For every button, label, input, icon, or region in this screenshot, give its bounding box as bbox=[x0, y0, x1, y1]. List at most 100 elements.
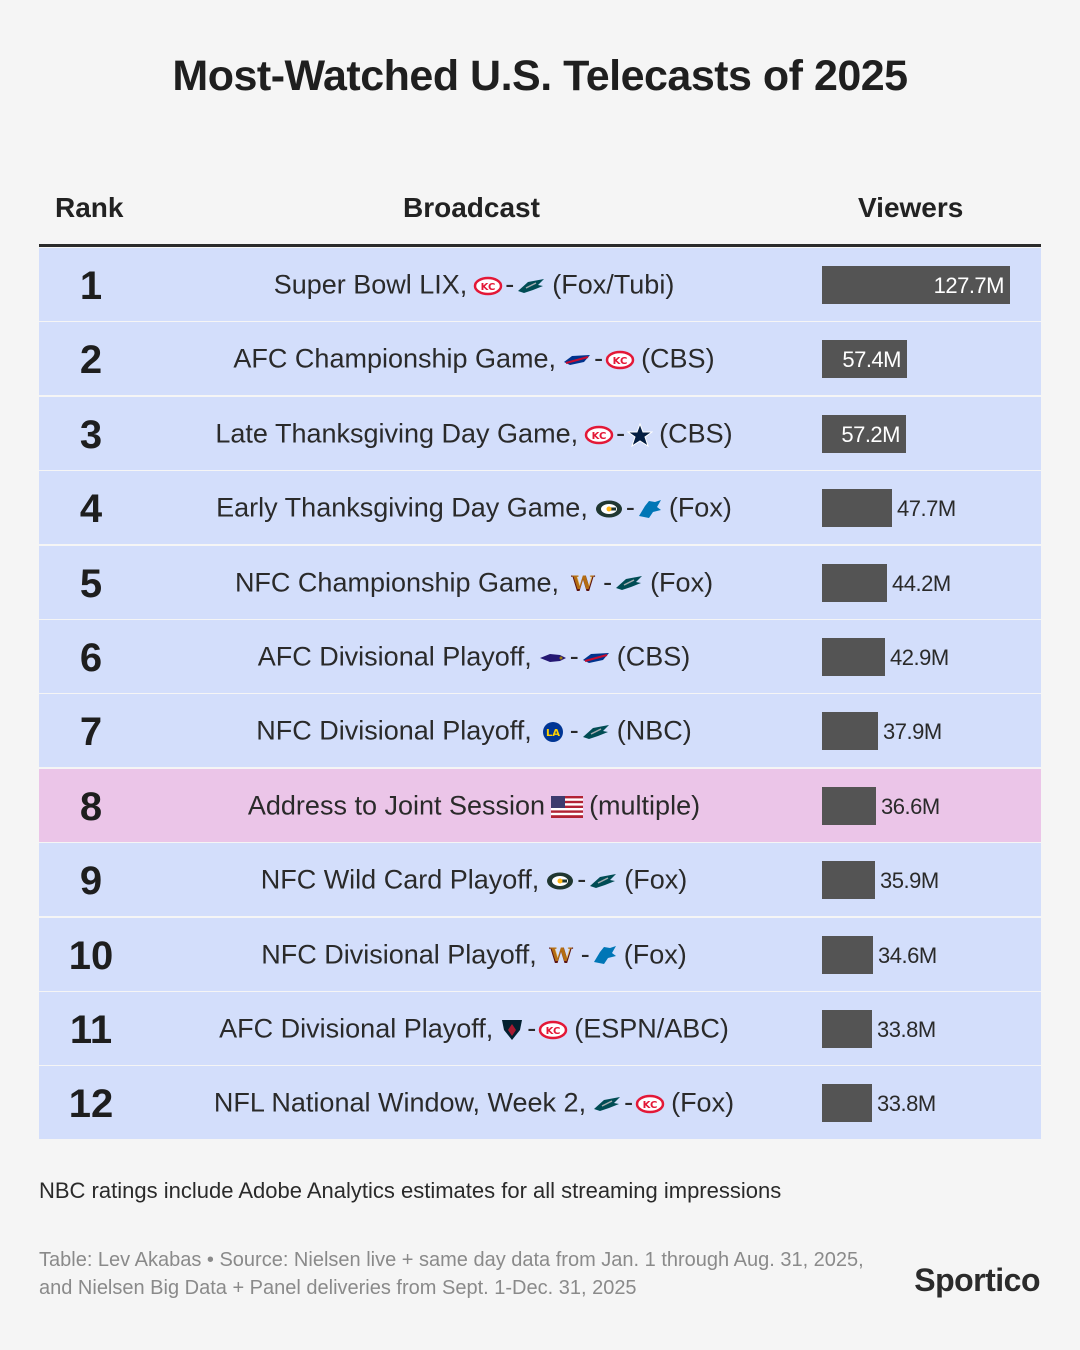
broadcast-cell: AFC Divisional Playoff, - KC (ESPN/ABC) bbox=[159, 992, 789, 1065]
chart-title: Most-Watched U.S. Telecasts of 2025 bbox=[172, 52, 908, 100]
chiefs-logo-icon: KC bbox=[473, 269, 503, 299]
matchup-icons: - bbox=[594, 471, 663, 544]
viewers-bar bbox=[822, 712, 878, 751]
matchup-icons: - bbox=[545, 843, 618, 916]
eagles-logo-icon bbox=[592, 1087, 622, 1117]
viewers-bar bbox=[822, 1009, 872, 1048]
network-label: (NBC) bbox=[616, 715, 692, 746]
rank-number: 2 bbox=[79, 338, 103, 383]
svg-text:KC: KC bbox=[592, 431, 607, 442]
rank-number: 6 bbox=[79, 635, 103, 680]
cowboys-logo-icon bbox=[626, 418, 654, 448]
us-flag-icon bbox=[551, 790, 584, 820]
network-label: (Fox) bbox=[650, 567, 714, 598]
versus-dash: - bbox=[580, 938, 590, 969]
bills-logo-icon bbox=[562, 343, 592, 373]
broadcast-cell: NFC Wild Card Playoff, - (Fox) bbox=[159, 843, 789, 916]
broadcast-event: Late Thanksgiving Day Game, bbox=[215, 418, 579, 449]
matchup-icons: - KC bbox=[499, 992, 568, 1065]
svg-text:W: W bbox=[549, 944, 572, 966]
viewers-value: 33.8M bbox=[877, 1091, 936, 1117]
broadcast-event: NFC Divisional Playoff, bbox=[261, 939, 537, 970]
broadcast-event: Super Bowl LIX, bbox=[273, 269, 468, 300]
broadcast-cell: Early Thanksgiving Day Game, - (Fox) bbox=[159, 471, 789, 544]
rank-number: 10 bbox=[68, 933, 114, 978]
svg-text:KC: KC bbox=[481, 282, 496, 293]
broadcast-event: NFC Divisional Playoff, bbox=[256, 715, 532, 746]
broadcast-event: NFL National Window, Week 2, bbox=[213, 1087, 587, 1118]
svg-text:W: W bbox=[548, 944, 573, 966]
network-label: (Fox) bbox=[668, 492, 732, 523]
matchup-icons: LA - bbox=[538, 694, 611, 767]
sportico-logo: Sportico bbox=[914, 1262, 1040, 1298]
viewers-value: 36.6M bbox=[881, 793, 940, 819]
versus-dash: - bbox=[625, 492, 635, 523]
network-label: (ESPN/ABC) bbox=[574, 1013, 729, 1044]
svg-text:KC: KC bbox=[643, 1100, 658, 1111]
eagles-logo-icon bbox=[588, 864, 618, 894]
table-row: 12 NFL National Window, Week 2, - KC (Fox) 33… bbox=[39, 1066, 1041, 1140]
broadcast-cell: NFC Divisional Playoff, W W - (Fox) bbox=[159, 918, 789, 991]
broadcast-event: AFC Championship Game, bbox=[233, 344, 557, 375]
viewers-value: 42.9M bbox=[890, 644, 949, 670]
svg-text:KC: KC bbox=[546, 1026, 561, 1037]
broadcast-event: Address to Joint Session bbox=[247, 790, 546, 821]
lions-logo-icon bbox=[637, 492, 663, 522]
viewers-value: 35.9M bbox=[880, 868, 939, 894]
viewers-bar bbox=[822, 861, 875, 900]
viewers-bar bbox=[822, 637, 885, 676]
table-row: 8 Address to Joint Session (multiple) 36.6M bbox=[39, 768, 1041, 842]
viewers-value: 44.2M bbox=[892, 570, 951, 596]
rank-number: 7 bbox=[79, 710, 103, 755]
matchup-icons: KC - bbox=[473, 248, 546, 321]
versus-dash: - bbox=[569, 715, 579, 746]
versus-dash: - bbox=[616, 417, 626, 448]
network-label: (Fox/Tubi) bbox=[552, 269, 675, 300]
broadcast-column-header: Broadcast bbox=[403, 192, 540, 223]
chiefs-logo-icon: KC bbox=[538, 1013, 568, 1043]
matchup-icons: - bbox=[538, 620, 611, 693]
rank-number: 5 bbox=[79, 561, 103, 606]
broadcast-cell: NFC Divisional Playoff, LA - (NBC) bbox=[159, 694, 789, 767]
versus-dash: - bbox=[577, 864, 587, 895]
table-row: 5 NFC Championship Game, W W - (Fox) 44.2M bbox=[39, 545, 1041, 619]
source-credit: Table: Lev Akabas • Source: Nielsen live… bbox=[39, 1249, 864, 1299]
matchup-icons: - KC bbox=[562, 322, 635, 395]
broadcast-cell: NFC Championship Game, W W - (Fox) bbox=[159, 546, 789, 619]
viewers-bar bbox=[822, 266, 1010, 304]
rank-number: 1 bbox=[79, 264, 103, 308]
texans-logo-icon bbox=[499, 1013, 525, 1043]
network-label: (CBS) bbox=[641, 344, 715, 375]
viewers-value: 127.7M bbox=[933, 273, 1005, 298]
eagles-logo-icon bbox=[516, 269, 546, 299]
eagles-logo-icon bbox=[581, 715, 611, 745]
rank-number: 3 bbox=[79, 412, 103, 457]
broadcast-cell: NFL National Window, Week 2, - KC (Fox) bbox=[159, 1066, 789, 1139]
broadcast-cell: Super Bowl LIX, KC - (Fox/Tubi) bbox=[159, 248, 789, 321]
versus-dash: - bbox=[527, 1012, 537, 1043]
table-row: 1 Super Bowl LIX, KC - (Fox/Tubi) 127.7M bbox=[39, 248, 1041, 321]
broadcast-event: AFC Divisional Playoff, bbox=[257, 641, 532, 672]
viewers-bar bbox=[822, 563, 887, 602]
versus-dash: - bbox=[569, 640, 579, 671]
matchup-icons: KC - bbox=[584, 397, 654, 470]
viewers-bar bbox=[822, 1084, 872, 1123]
broadcast-event: NFC Wild Card Playoff, bbox=[260, 864, 540, 895]
network-label: (Fox) bbox=[623, 939, 687, 970]
packers-logo-icon bbox=[545, 864, 575, 894]
broadcast-event: AFC Divisional Playoff, bbox=[219, 1013, 494, 1044]
ranking-table: 1 Super Bowl LIX, KC - (Fox/Tubi) 127.7M 2 AFC … bbox=[39, 248, 1041, 1141]
svg-text:W: W bbox=[570, 572, 595, 594]
rank-number: 11 bbox=[69, 1007, 113, 1052]
table-row: 7 NFC Divisional Playoff, LA - (NBC) 37.9M bbox=[39, 694, 1041, 768]
viewers-bar bbox=[822, 786, 876, 825]
lions-logo-icon bbox=[592, 939, 618, 969]
viewers-value: 57.2M bbox=[841, 421, 900, 447]
broadcast-cell: Address to Joint Session (multiple) bbox=[159, 769, 789, 842]
versus-dash: - bbox=[505, 269, 515, 299]
network-label: (CBS) bbox=[659, 418, 733, 449]
viewers-value: 37.9M bbox=[883, 719, 942, 745]
